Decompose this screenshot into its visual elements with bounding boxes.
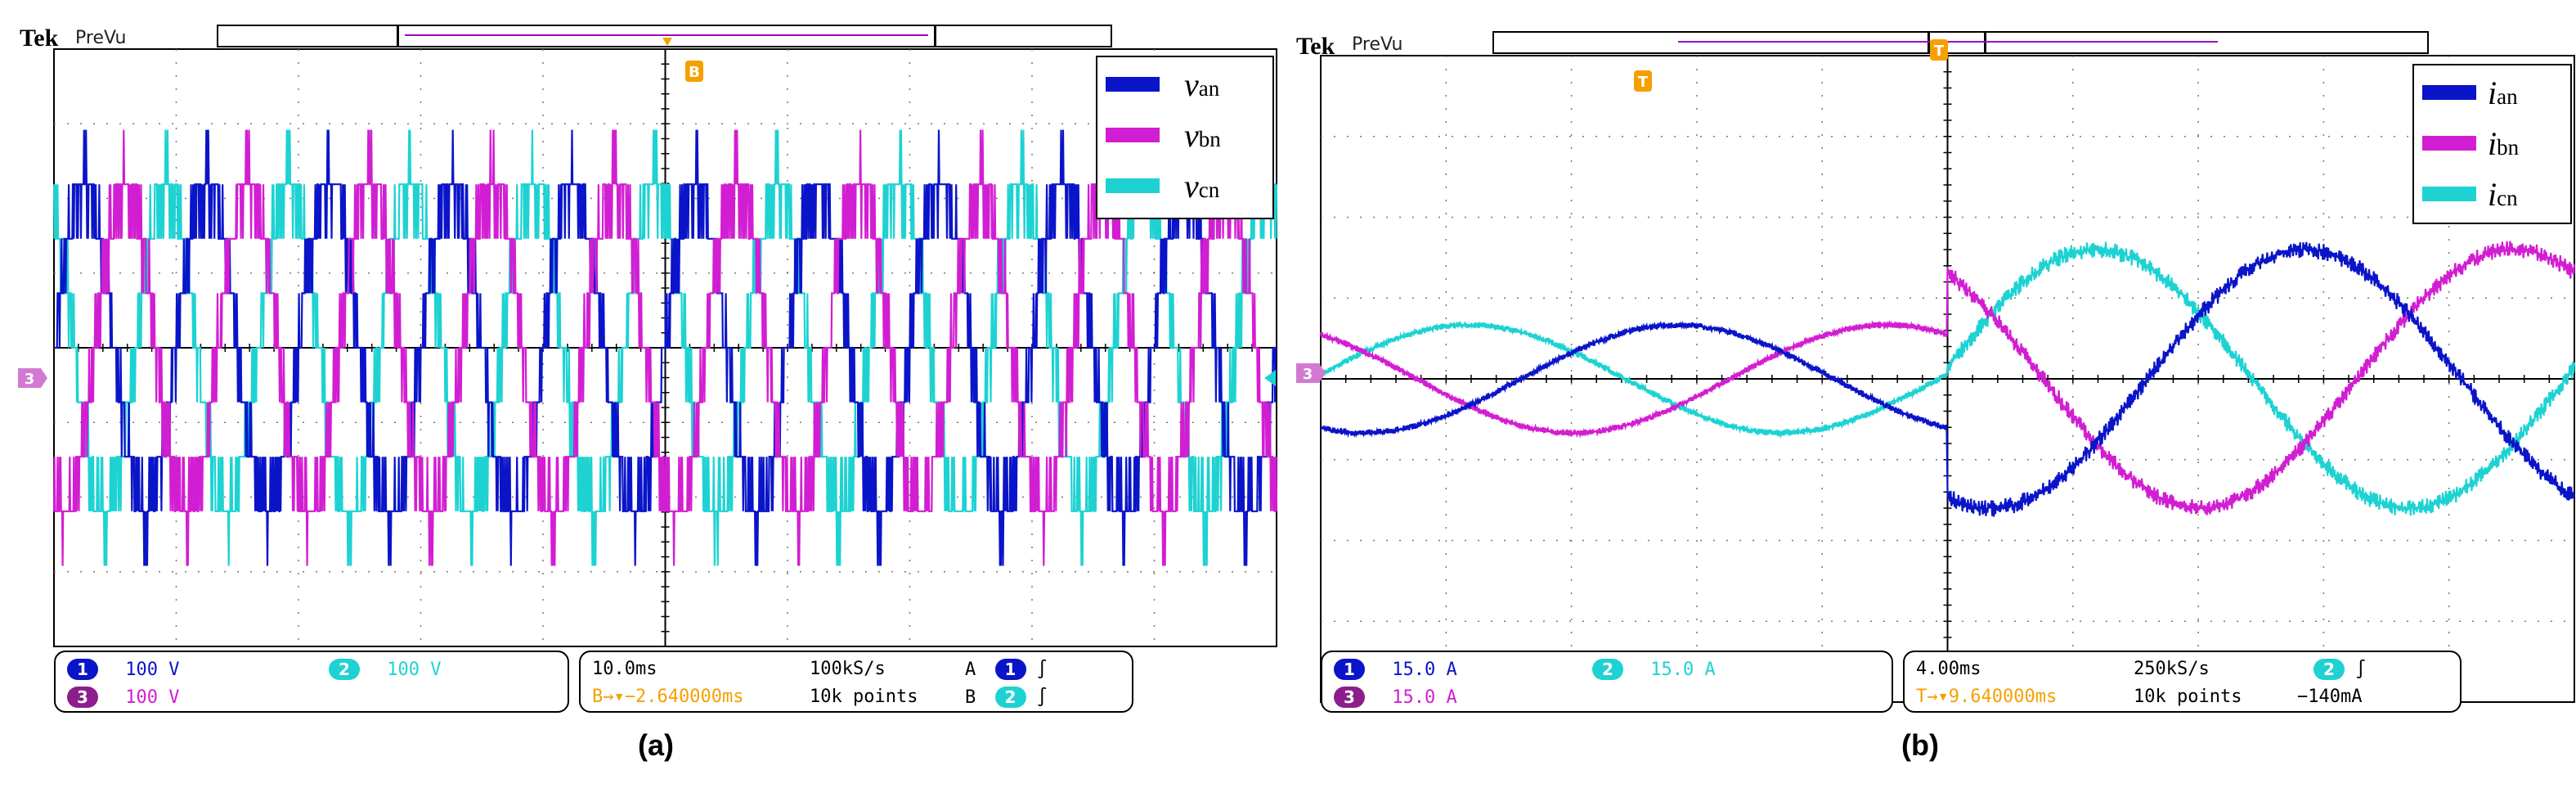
time-per-div: 4.00ms (1916, 659, 1981, 679)
ch1-scale: 100 V (125, 660, 180, 680)
legend-main: v (1184, 66, 1199, 103)
ch3-badge[interactable]: 3 (1334, 687, 1365, 708)
legend-swatch (1106, 128, 1160, 142)
delay-marker-icon: B→▾ (592, 687, 625, 707)
trace-i-an (1319, 241, 2576, 517)
sample-rate: 250kS/s (2134, 659, 2210, 679)
rising-edge-icon: ∫ (1036, 660, 1048, 680)
legend-sub: bn (2497, 135, 2520, 160)
delay-value: 9.640000ms (1948, 687, 2058, 707)
record-bar (1492, 31, 2429, 54)
ch3-badge[interactable]: 3 (67, 687, 98, 708)
legend: ian ibn icn (2412, 64, 2572, 224)
sample-rate: 100kS/s (810, 659, 886, 679)
ch2-level-marker-icon (1264, 370, 1276, 386)
ch3-scale: 100 V (125, 687, 180, 708)
ch3-ground-marker-icon[interactable] (1296, 363, 1326, 383)
panel-b: Tek PreVu T T 3 ian ibn icn 1 15.0 A 2 1… (1296, 0, 2576, 788)
traces (52, 129, 1278, 566)
legend-main: v (1184, 168, 1199, 205)
legend-sub: an (1198, 76, 1220, 101)
timebase-readout: 4.00ms 250kS/s 2 ∫ T→▾9.640000ms 10k poi… (1903, 651, 2462, 713)
legend-main: v (1184, 117, 1199, 154)
legend-sub: an (2497, 84, 2518, 109)
legend-main: i (2488, 176, 2497, 213)
trigger-a-source-badge[interactable]: 1 (994, 659, 1026, 680)
record-length: 10k points (2134, 687, 2242, 707)
ch2-scale: 15.0 A (1650, 660, 1716, 680)
record-bar (217, 25, 1112, 47)
trace-v-an (54, 129, 1277, 566)
caption-a: (a) (638, 728, 674, 762)
trace-v-bn (52, 129, 1278, 566)
legend-main: i (2488, 74, 2497, 111)
b-marker-icon (685, 61, 703, 82)
rising-edge-icon: ∫ (2355, 660, 2367, 680)
legend-swatch (1106, 178, 1160, 193)
legend-swatch (2422, 136, 2476, 151)
ch3-ground-marker-icon[interactable] (18, 368, 47, 388)
grid (1320, 55, 2575, 703)
trigger-b-label: B (965, 687, 976, 708)
legend-sub: cn (1198, 178, 1220, 202)
t-marker-icon (1634, 70, 1652, 92)
delay-marker-icon: T→▾ (1916, 687, 1949, 707)
scope-screen-a: B 3 (18, 38, 1278, 647)
trace-i-bn (1319, 241, 2576, 516)
traces (1319, 241, 2576, 517)
record-marker-line (1678, 41, 2218, 43)
caption-b: (b) (1901, 728, 1939, 762)
ch2-badge[interactable]: 2 (1592, 659, 1623, 680)
legend-swatch (2422, 187, 2476, 201)
trigger-position-label: T (1934, 43, 1945, 60)
prevu-label: PreVu (75, 28, 127, 48)
time-per-div: 10.0ms (592, 659, 657, 679)
trigger-a-label: A (965, 660, 976, 680)
prevu-label: PreVu (1352, 34, 1403, 55)
trigger-b-source-badge[interactable]: 2 (994, 687, 1026, 708)
trigger-source-badge[interactable]: 2 (2313, 659, 2345, 680)
ch3-scale: 15.0 A (1392, 687, 1457, 708)
record-marker-line (405, 34, 928, 36)
ch2-badge[interactable]: 2 (329, 659, 360, 680)
channel-readout: 1 15.0 A 2 15.0 A 3 15.0 A (1321, 651, 1893, 713)
panel-a: Tek PreVu B 3 van vbn vcn 1 100 V 2 100 … (0, 0, 1280, 788)
ch3-ground-label: 3 (25, 371, 35, 388)
record-view-window (397, 25, 936, 47)
record-length: 10k points (810, 687, 918, 707)
trigger-position-icon (1930, 39, 1948, 61)
legend-swatch (1106, 77, 1160, 92)
ch1-badge[interactable]: 1 (67, 659, 98, 680)
ch2-scale: 100 V (387, 660, 442, 680)
legend-sub: bn (1198, 127, 1221, 151)
channel-readout: 1 100 V 2 100 V 3 100 V (54, 651, 569, 713)
brand-logo: Tek (20, 25, 59, 52)
t-marker-label: T (1638, 74, 1649, 91)
b-marker-label: B (689, 64, 700, 81)
trace-i-cn (1319, 241, 2576, 516)
trace-v-cn (52, 129, 1278, 566)
legend-main: i (2488, 125, 2497, 162)
ch3-ground-label: 3 (1303, 366, 1313, 383)
record-view-window (1928, 31, 1986, 54)
trigger-marker-icon (662, 38, 672, 46)
rising-edge-icon: ∫ (1036, 687, 1048, 708)
ch1-badge[interactable]: 1 (1334, 659, 1365, 680)
scope-screen-b: T T 3 (1296, 39, 2576, 703)
trigger-level: −140mA (2297, 687, 2363, 707)
timebase-readout: 10.0ms 100kS/s A 1 ∫ B→▾−2.640000ms 10k … (579, 651, 1133, 713)
legend-sub: cn (2497, 186, 2518, 210)
delay-value: −2.640000ms (624, 687, 744, 707)
legend: van vbn vcn (1096, 56, 1274, 219)
ch1-scale: 15.0 A (1392, 660, 1457, 680)
legend-swatch (2422, 85, 2476, 100)
